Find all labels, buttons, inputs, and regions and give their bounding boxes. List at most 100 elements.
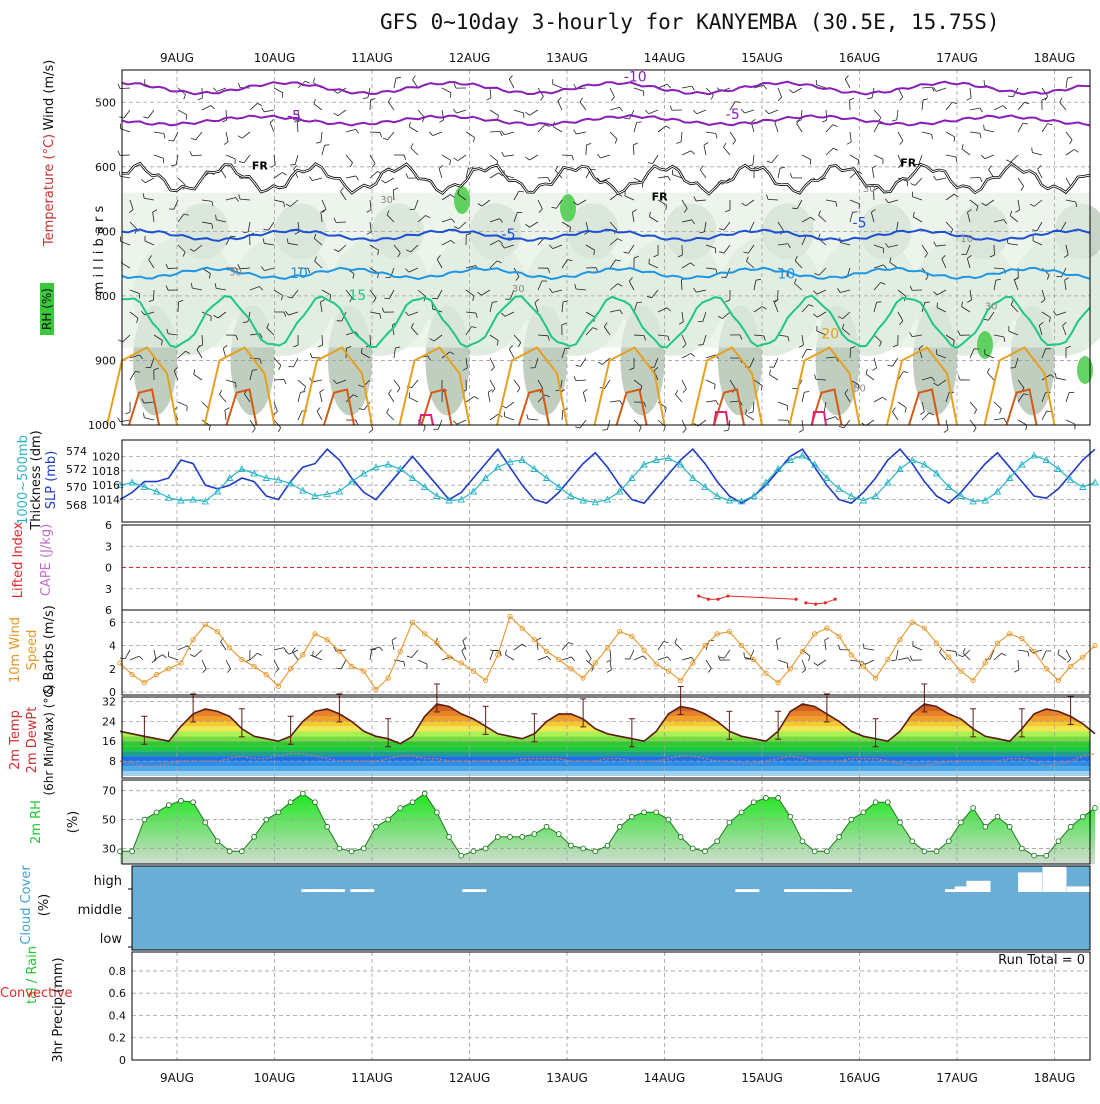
rh-marker	[130, 849, 135, 854]
thickness-tick-568: 568	[66, 499, 87, 512]
wind-barb	[658, 176, 668, 178]
cape-point	[726, 594, 729, 597]
wind-barb-flag	[409, 392, 410, 397]
wind-barb	[874, 397, 883, 402]
high-cloud-bar	[735, 889, 759, 892]
wind-barb-flag	[525, 112, 529, 115]
top-date-label-13AUG: 13AUG	[546, 51, 588, 65]
wind-barb	[922, 132, 932, 134]
rh-marker	[422, 791, 427, 796]
high-cloud-bar	[828, 889, 852, 892]
wind-barb	[298, 411, 302, 420]
rh-marker	[642, 810, 647, 815]
wind-barb	[649, 110, 658, 114]
wind-barb-flag	[664, 427, 666, 432]
wind-barb	[292, 652, 298, 660]
wind-barb	[682, 657, 692, 660]
temp-band	[122, 751, 1090, 756]
wind-barb	[778, 168, 780, 178]
wind-barb-flag	[607, 670, 611, 672]
wind-axis-label-a: 10m Wind	[8, 617, 23, 683]
rh-marker	[532, 832, 537, 837]
cape-point	[717, 598, 720, 601]
cloud-axis-label-a: Cloud Cover	[19, 865, 34, 945]
rh-marker	[203, 820, 208, 825]
wind-barb-flag	[850, 98, 855, 100]
wind-barb	[490, 358, 495, 367]
wind-barb-flag	[1023, 123, 1028, 124]
rh-area	[120, 794, 1095, 864]
wind-barb	[562, 642, 569, 650]
wind-barb-flag	[1056, 276, 1061, 277]
wind-barb-flag	[1074, 149, 1078, 152]
wind-axis-label-c: & Barbs (m/s)	[42, 605, 57, 695]
cape-point	[795, 598, 798, 601]
wind-barb	[388, 102, 394, 110]
wind-barb-flag	[1028, 651, 1029, 656]
wind-barb-flag	[325, 145, 330, 146]
wind-barb-flag	[341, 188, 344, 192]
wind-barb-flag	[517, 388, 520, 392]
wind-barb-flag	[887, 365, 892, 366]
wind-barb-flag	[125, 412, 130, 414]
wind-barb	[724, 650, 730, 658]
wind-barb	[706, 380, 715, 384]
wind-barb-flag	[225, 408, 229, 410]
wind-barb	[776, 640, 778, 650]
wind-barb-flag	[724, 143, 726, 147]
wind-barb	[1066, 650, 1071, 659]
wind-barb-flag	[989, 166, 992, 170]
rh-marker	[361, 846, 366, 851]
wind-barb	[775, 123, 778, 132]
wind-barb	[778, 660, 787, 663]
wind-h-grid	[122, 622, 1090, 692]
rh-marker	[690, 846, 695, 851]
wind-barb-flag	[1008, 96, 1013, 97]
wind-barb	[433, 132, 442, 136]
li-tick-1: 3	[105, 540, 112, 553]
wind-barb-flag	[392, 638, 396, 641]
wind-barb	[970, 177, 980, 178]
wind-barb	[896, 650, 898, 660]
wind-barb	[505, 655, 514, 660]
wind-barb-flag	[748, 412, 753, 413]
rh-marker	[179, 798, 184, 803]
wind-barb	[1066, 149, 1074, 155]
wind-barb	[442, 155, 451, 160]
wind-barb-flag	[814, 663, 818, 666]
contour-label-3: FR	[252, 160, 269, 173]
wind-barb-flag	[905, 408, 906, 413]
wind-barb	[202, 106, 211, 110]
wind-barb	[915, 178, 922, 185]
wind-barb-flag	[211, 106, 215, 109]
wind-barb	[490, 173, 499, 178]
wind-barb-flag	[748, 165, 753, 166]
wind-barb-flag	[525, 157, 529, 160]
wind-barb-flag	[305, 81, 310, 83]
wind-barb-flag	[336, 668, 341, 669]
wind-barb	[225, 410, 226, 420]
wind-barb	[610, 107, 620, 110]
wind-barb-flag	[903, 372, 908, 373]
cloud-cover-fill	[132, 866, 1090, 950]
wind-barb-flag	[693, 110, 696, 114]
wind-barb-flag	[980, 108, 983, 112]
wind-barb	[562, 155, 572, 156]
temp-tick-32: 32	[102, 695, 116, 708]
rh-marker	[349, 849, 354, 854]
wind-barb	[1018, 650, 1028, 651]
wind-barb-flag	[288, 366, 293, 367]
wind-barb-flag	[900, 141, 903, 145]
rh-shading	[122, 186, 1100, 415]
wind-barb	[970, 88, 971, 98]
wind-barb	[874, 358, 877, 368]
wind-barb-flag	[356, 176, 359, 180]
wind-barb	[850, 132, 851, 142]
thickness-tick-570: 570	[66, 481, 87, 494]
wind-barb-flag	[932, 134, 933, 139]
rh-marker	[1093, 806, 1098, 811]
wind-barb	[826, 110, 827, 120]
wind-barb-flag	[257, 103, 261, 105]
wind-barb	[962, 149, 970, 155]
wind-barb	[866, 374, 874, 380]
